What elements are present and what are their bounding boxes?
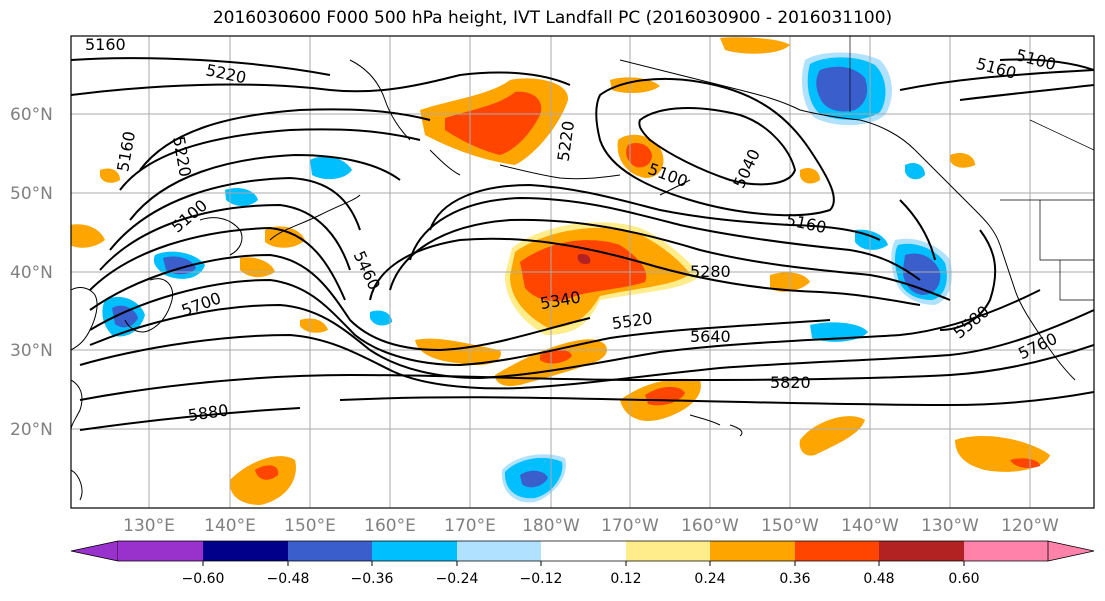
colorbar-segment-10: [879, 541, 964, 561]
warm-anomaly-east-1: [799, 416, 865, 456]
lon-label-120w: 120°W: [1001, 516, 1059, 536]
dark-anomaly-central: [577, 253, 591, 265]
colorbar-label-neg024: −0.24: [436, 571, 479, 587]
lat-label-50n: 50°N: [10, 184, 53, 204]
warm-anomaly-east-5: [800, 168, 820, 184]
colorbar-label-neg048: −0.48: [267, 571, 310, 587]
colorbar-label-neg012: −0.12: [520, 571, 563, 587]
lon-label-180w: 180°W: [522, 516, 580, 536]
contour-label-5820: 5820: [770, 373, 811, 392]
political-borders: [849, 36, 1094, 301]
lon-label-130w: 130°W: [921, 516, 979, 536]
cool-anomaly-coast-core: [903, 253, 941, 295]
height-contours: [71, 57, 1094, 431]
cool-anomaly-west-3: [310, 156, 352, 180]
colorbar-segment-9: [795, 541, 879, 561]
strong-anomaly-aleutian: [626, 143, 652, 168]
colorbar-label-060: 0.60: [948, 571, 979, 587]
lon-label-170w: 170°W: [601, 516, 659, 536]
warm-anomaly-west-1: [229, 456, 296, 505]
colorbar-tick-labels: −0.60 −0.48 −0.36 −0.24 −0.12 0.12 0.24 …: [182, 571, 980, 587]
lat-label-60n: 60°N: [10, 105, 53, 125]
colorbar-segment-1: [118, 541, 203, 561]
longitude-axis: 130°E 140°E 150°E 160°E 170°E 180°W 170°…: [123, 516, 1059, 536]
colorbar-segment-2: [203, 541, 288, 561]
lon-label-130e: 130°E: [123, 516, 175, 536]
cool-anomaly-west-2-core: [112, 305, 138, 328]
warm-anomaly-west-4: [265, 226, 305, 248]
lon-label-150e: 150°E: [284, 516, 336, 536]
contour-label-5640: 5640: [690, 327, 731, 346]
lon-label-160e: 160°E: [364, 516, 416, 536]
colorbar: −0.60 −0.48 −0.36 −0.24 −0.12 0.12 0.24 …: [70, 540, 1095, 587]
coastlines: [71, 59, 1076, 501]
warm-anomaly-ne-2: [610, 77, 660, 94]
lon-label-150w: 150°W: [761, 516, 819, 536]
warm-anomaly-west-5: [300, 318, 328, 333]
strong-anomaly-subtropic-2: [540, 349, 572, 364]
warm-anomaly-east-4: [950, 153, 975, 168]
colorbar-segment-8: [710, 541, 795, 561]
colorbar-segment-7: [626, 541, 710, 561]
colorbar-label-036: 0.36: [779, 571, 810, 587]
colorbar-label-012: 0.12: [610, 571, 641, 587]
cool-anomaly-west-5: [370, 310, 392, 326]
warm-anomaly-ne-1: [720, 37, 790, 54]
lat-label-20n: 20°N: [10, 420, 53, 440]
warm-anomaly-west-6: [100, 168, 120, 183]
colorbar-label-neg036: −0.36: [351, 571, 394, 587]
map-border: [70, 35, 1095, 509]
cool-anomaly-gulf-alaska-core: [816, 66, 868, 112]
colorbar-label-neg060: −0.60: [182, 571, 225, 587]
warm-anomaly-west-2: [71, 224, 105, 248]
colorbar-segment-6: [541, 541, 626, 561]
cool-anomaly-west-1-core: [163, 256, 196, 275]
colorbar-label-048: 0.48: [863, 571, 894, 587]
lat-label-40n: 40°N: [10, 263, 53, 283]
colorbar-label-024: 0.24: [694, 571, 725, 587]
lon-label-140w: 140°W: [841, 516, 899, 536]
strong-anomaly-east-2: [1010, 458, 1040, 468]
contour-label-5160-a: 5160: [85, 35, 126, 54]
colorbar-segment-5: [457, 541, 541, 561]
colorbar-segment-3: [288, 541, 372, 561]
strong-anomaly-west-1: [255, 465, 279, 480]
lat-label-30n: 30°N: [10, 341, 53, 361]
cool-anomaly-south-core: [520, 470, 548, 488]
colorbar-segment-11: [964, 541, 1048, 561]
latitude-axis: 60°N 50°N 40°N 30°N 20°N: [10, 105, 53, 440]
contour-label-5280: 5280: [690, 262, 731, 281]
lon-label-140e: 140°E: [204, 516, 256, 536]
strong-anomaly-north: [445, 91, 542, 155]
colorbar-ticks: [202, 561, 965, 566]
cool-anomaly-east-5: [905, 163, 925, 180]
colorbar-max-extend: [1047, 540, 1095, 562]
lon-label-160w: 160°W: [681, 516, 739, 536]
lon-label-170e: 170°E: [444, 516, 496, 536]
ivt-shading: [71, 37, 1050, 505]
map-title: 2016030600 F000 500 hPa height, IVT Land…: [212, 8, 893, 28]
warm-anomaly-subtropic-1: [415, 338, 501, 366]
colorbar-segment-4: [372, 541, 457, 561]
colorbar-min-extend: [70, 540, 119, 562]
